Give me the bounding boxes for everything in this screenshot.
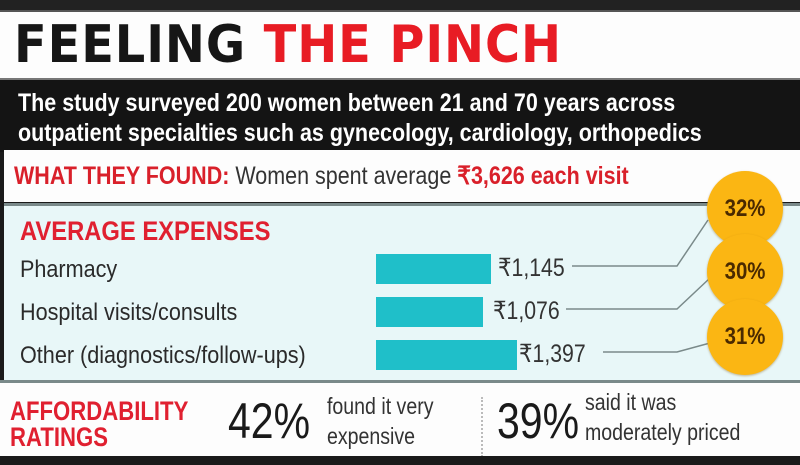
bar-other [376, 340, 517, 370]
stat-1-pct: 42% [228, 393, 311, 449]
affordability-title-line-2: RATINGS [10, 422, 108, 452]
expenses-title: AVERAGE EXPENSES [20, 216, 271, 246]
findings-label: WHAT THEY FOUND: [14, 162, 230, 190]
findings-text: WHAT THEY FOUND: Women spent average ₹3,… [14, 161, 629, 191]
intro-line-2: outpatient specialties such as gynecolog… [18, 119, 702, 147]
stat-divider [481, 397, 483, 457]
title-part-2: THE PINCH [263, 15, 562, 75]
stat-2-pct: 39% [497, 393, 580, 449]
stat-2-desc: said it was moderately priced [585, 387, 740, 447]
share-pharmacy: 32% [724, 195, 766, 222]
share-hospital: 30% [724, 258, 766, 285]
stat-1-line-2: expensive [327, 423, 416, 449]
bar-pharmacy [376, 254, 491, 284]
stat-2-line-2: moderately priced [585, 419, 741, 445]
share-other: 31% [724, 323, 766, 350]
affordability-title-line-1: AFFORDABILITY [10, 396, 189, 426]
value-pharmacy: ₹1,145 [498, 254, 565, 282]
expenses-panel: AVERAGE EXPENSES Pharmacy Hospital visit… [4, 203, 800, 383]
page-title: FEELING THE PINCH [14, 16, 562, 74]
expense-label-pharmacy: Pharmacy [20, 256, 118, 283]
findings-body: Women spent average [229, 162, 458, 190]
expense-label-hospital: Hospital visits/consults [20, 299, 238, 326]
value-other: ₹1,397 [519, 340, 586, 368]
stat-1-desc: found it very expensive [327, 391, 434, 451]
value-hospital: ₹1,076 [493, 297, 560, 325]
top-bar [0, 0, 800, 12]
intro-text: The study surveyed 200 women between 21 … [18, 88, 702, 148]
title-area: FEELING THE PINCH [0, 12, 800, 78]
title-part-1: FEELING [14, 15, 247, 75]
findings-row: WHAT THEY FOUND: Women spent average ₹3,… [4, 150, 800, 202]
bar-hospital [376, 297, 483, 327]
bottom-bar [0, 456, 800, 465]
intro-box: The study surveyed 200 women between 21 … [0, 78, 800, 152]
findings-amount: ₹3,626 each visit [457, 162, 629, 190]
share-bubble-hospital: 30% [707, 234, 783, 310]
share-bubble-other: 31% [707, 299, 783, 375]
stat-2-line-1: said it was [585, 389, 677, 415]
expense-label-other: Other (diagnostics/follow-ups) [20, 342, 306, 369]
intro-line-1: The study surveyed 200 women between 21 … [18, 89, 676, 117]
stat-1-line-1: found it very [327, 393, 434, 419]
affordability-row: AFFORDABILITY RATINGS 42% found it very … [0, 380, 800, 459]
affordability-title: AFFORDABILITY RATINGS [10, 396, 189, 452]
